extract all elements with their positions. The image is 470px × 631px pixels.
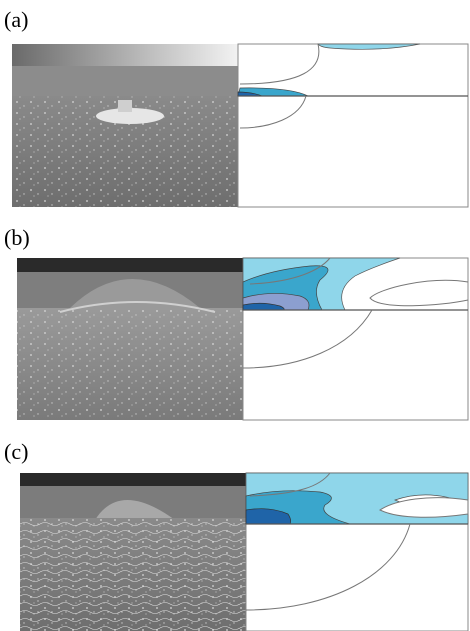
diagram-a (238, 44, 468, 207)
photo-a (12, 44, 238, 207)
photo-c (20, 473, 246, 631)
photo-b (17, 258, 243, 420)
panel-label: (c) (4, 439, 28, 464)
diagram-c (246, 473, 468, 631)
panel-label: (b) (4, 225, 30, 250)
panel-label: (a) (4, 7, 28, 32)
diagram-b (243, 258, 468, 420)
figure: (a) (b) (c) (0, 0, 470, 631)
